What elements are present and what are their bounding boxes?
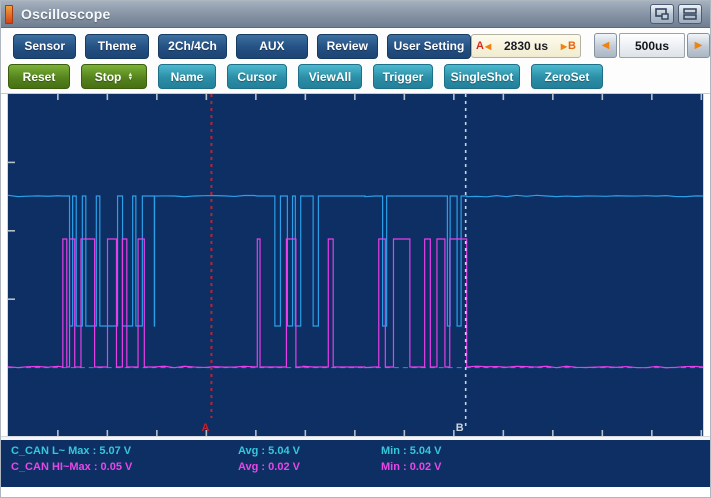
window-layout-icon — [655, 8, 669, 20]
measurement-row-ch2: C_CAN HI~Max : 0.05 V Avg : 0.02 V Min :… — [11, 459, 710, 475]
ch1-avg: Avg : 5.04 V — [238, 445, 300, 457]
ch2-min: Min : 0.02 V — [381, 461, 442, 473]
trigger-button[interactable]: Trigger — [373, 64, 433, 89]
aux-button[interactable]: AUX — [236, 33, 308, 59]
cursor-range-display[interactable]: A ◀ 2830 us ▶ B — [471, 34, 581, 58]
timebase-value[interactable]: 500us — [619, 33, 685, 58]
stop-spinner-icon: ▲ ▼ — [127, 71, 134, 82]
ch1-channel-max: C_CAN L~ Max : 5.07 V — [11, 445, 132, 457]
app-title: Oscilloscope — [21, 6, 111, 22]
stop-button[interactable]: Stop ▲ ▼ — [81, 64, 147, 89]
cursor-a-arrow-icon: ◀ — [484, 41, 492, 51]
ch2-channel-max: C_CAN HI~Max : 0.05 V — [11, 461, 133, 473]
timebase-control: ◀ 500us ▶ — [594, 33, 710, 58]
window-layout-button[interactable] — [650, 4, 674, 24]
ch2-avg: Avg : 0.02 V — [238, 461, 300, 473]
review-button[interactable]: Review — [316, 33, 378, 59]
cursor-a-marker: A — [201, 422, 209, 434]
user-setting-button[interactable]: User Setting — [386, 33, 471, 59]
cursor-b-marker: B — [456, 422, 464, 434]
cursor-range-value: 2830 us — [503, 39, 549, 53]
ch1-min: Min : 5.04 V — [381, 445, 442, 457]
name-button[interactable]: Name — [158, 64, 216, 89]
split-panels-button[interactable] — [678, 4, 702, 24]
cursor-b-label: B — [568, 40, 576, 52]
timebase-decrease-button[interactable]: ◀ — [594, 33, 617, 58]
toolbar-strip: Sensor Theme 2Ch/4Ch AUX Review User Set… — [1, 28, 710, 94]
split-panels-icon — [683, 8, 697, 20]
cursor-b-arrow-icon: ▶ — [560, 41, 568, 51]
titlebar: Oscilloscope — [1, 1, 710, 28]
scope-separator — [1, 436, 710, 440]
measurement-bar: C_CAN L~ Max : 5.07 V Avg : 5.04 V Min :… — [1, 440, 710, 487]
title-accent-bar — [5, 4, 13, 24]
viewall-button[interactable]: ViewAll — [298, 64, 362, 89]
measurement-row-ch1: C_CAN L~ Max : 5.07 V Avg : 5.04 V Min :… — [11, 443, 710, 459]
ch2-trace — [8, 238, 703, 369]
left-arrow-icon: ◀ — [601, 40, 610, 51]
singleshot-button[interactable]: SingleShot — [444, 64, 520, 89]
stop-button-label: Stop — [94, 69, 122, 84]
reset-button[interactable]: Reset — [8, 64, 70, 89]
right-arrow-icon: ▶ — [694, 40, 703, 51]
cursor-a-label: A — [476, 40, 484, 52]
theme-button[interactable]: Theme — [85, 33, 149, 59]
ch1-trace — [8, 194, 703, 327]
zeroset-button[interactable]: ZeroSet — [531, 64, 603, 89]
timebase-increase-button[interactable]: ▶ — [687, 33, 710, 58]
sensor-button[interactable]: Sensor — [13, 33, 77, 59]
channel-mode-button[interactable]: 2Ch/4Ch — [157, 33, 228, 59]
cursor-button[interactable]: Cursor — [227, 64, 287, 89]
scope-background — [8, 94, 703, 436]
bottom-strip — [1, 487, 710, 497]
